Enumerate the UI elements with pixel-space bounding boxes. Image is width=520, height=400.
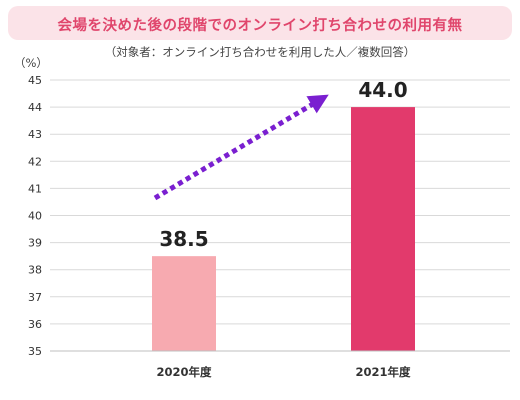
- x-category-label: 2021年度: [355, 365, 411, 379]
- y-tick-label: 35: [28, 345, 42, 358]
- y-tick-label: 43: [28, 128, 42, 141]
- increase-arrow: [153, 94, 329, 201]
- y-tick-label: 40: [28, 210, 42, 223]
- y-tick-label: 37: [28, 291, 42, 304]
- y-tick-label: 45: [28, 74, 42, 87]
- y-tick-label: 39: [28, 237, 42, 250]
- bar: [351, 107, 415, 351]
- y-tick-label: 41: [28, 182, 42, 195]
- chart-subtitle: （対象者：オンライン打ち合わせを利用した人／複数回答）: [104, 45, 416, 59]
- y-tick-label: 42: [28, 155, 42, 168]
- y-tick-label: 36: [28, 318, 42, 331]
- y-axis-unit-label: （%）: [14, 56, 48, 70]
- bar: [152, 256, 216, 351]
- data-label: 38.5: [159, 227, 208, 251]
- data-label: 44.0: [358, 78, 407, 102]
- chart-title: 会場を決めた後の段階でのオンライン打ち合わせの利用有無: [57, 18, 463, 34]
- title-band: 会場を決めた後の段階でのオンライン打ち合わせの利用有無: [8, 6, 512, 40]
- y-tick-label: 38: [28, 264, 42, 277]
- y-tick-label: 44: [28, 101, 42, 114]
- x-category-label: 2020年度: [156, 365, 212, 379]
